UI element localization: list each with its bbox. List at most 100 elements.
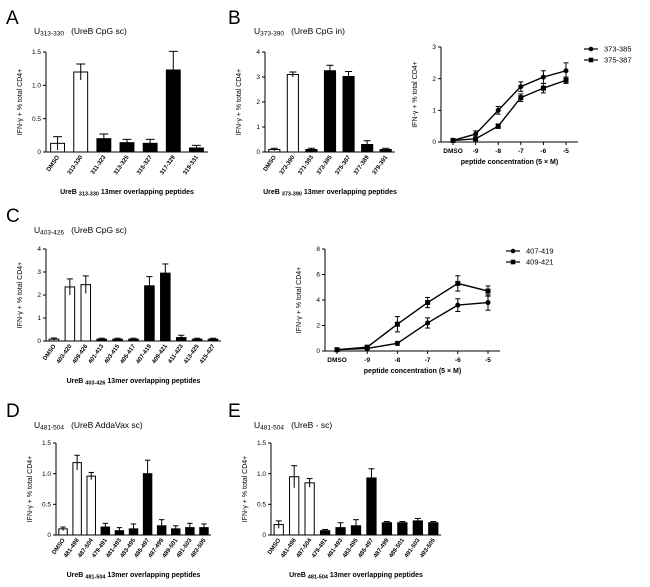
x-tick-label: -6	[455, 357, 461, 364]
x-axis-title: peptide concentration (5 × M)	[364, 368, 461, 375]
data-point	[495, 123, 501, 129]
y-tick-label: 1.5	[32, 49, 41, 56]
data-point	[540, 74, 546, 80]
bar	[72, 462, 82, 536]
legend-label: 409-421	[526, 258, 554, 267]
y-tick-label: 1.5	[257, 440, 266, 447]
x-axis-title-rest: 13mer overlapping peptides	[105, 572, 200, 579]
x-axis-title: UreB 481-504 13mer overlapping peptides	[67, 572, 201, 581]
data-point	[563, 77, 569, 83]
data-point	[450, 137, 456, 143]
x-tick-label: DMSO	[46, 154, 61, 172]
y-tick-label: 0	[316, 348, 320, 355]
y-tick-label: 2	[432, 76, 436, 83]
bar	[64, 286, 76, 342]
series-line	[452, 70, 567, 142]
data-point	[425, 300, 431, 306]
x-axis-title-sub: 403-426	[85, 381, 105, 387]
x-tick-label: 379-391	[372, 154, 390, 176]
y-tick-label: 0	[37, 338, 41, 345]
legend-label: 407-419	[526, 247, 554, 256]
y-tick-label: 2	[256, 99, 260, 106]
x-tick-label: 311-323	[90, 154, 108, 176]
y-axis-title: IFN-γ + % total CD4+	[242, 456, 249, 523]
bar	[304, 482, 315, 536]
y-tick-label: 4	[256, 49, 260, 56]
bar	[381, 522, 393, 536]
panel-title-e: U481-504 (UreB - sc)	[254, 420, 332, 432]
x-tick-label: -6	[541, 148, 547, 155]
data-point	[518, 84, 524, 90]
x-tick-label: -7	[518, 148, 524, 155]
data-point	[455, 302, 461, 308]
x-tick-label: 377-389	[353, 154, 371, 176]
legend-label: 373-385	[604, 45, 632, 54]
x-tick-label: 371-383	[298, 154, 316, 176]
panel-label-d: D	[6, 401, 20, 422]
x-tick-label: 315-327	[136, 154, 154, 176]
y-axis-title: IFN-γ + % total CD4+	[412, 61, 419, 128]
panel-title-a: U313-330 (UreB CpG sc)	[34, 26, 127, 38]
x-axis-title-main: UreB	[289, 572, 308, 579]
y-tick-label: 2	[316, 323, 320, 330]
y-tick-label: 8	[316, 246, 320, 253]
y-tick-label: 0.5	[42, 502, 51, 509]
bar	[86, 475, 96, 536]
x-axis-title-main: UreB	[67, 572, 86, 579]
x-axis-title-sub: 481-504	[308, 575, 329, 581]
bar	[397, 522, 408, 536]
legend-marker	[588, 57, 594, 63]
x-axis-title-sub: 313-330	[79, 192, 99, 198]
data-point	[495, 107, 501, 113]
panel-title-b: U373-390 (UreB CpG in)	[254, 26, 345, 38]
y-tick-label: 0	[432, 139, 436, 146]
bar	[323, 70, 337, 153]
x-axis-title-main: UreB	[67, 378, 86, 385]
x-axis-title-rest: 13mer overlapping peptides	[302, 189, 397, 196]
y-tick-label: 1	[37, 315, 41, 322]
bar	[342, 76, 355, 153]
series-line	[336, 282, 489, 351]
y-tick-label: 3	[432, 44, 436, 51]
x-tick-label: 317-329	[159, 154, 177, 176]
data-point	[563, 68, 569, 74]
x-tick-label: 493-505	[419, 537, 437, 559]
bar	[286, 74, 299, 153]
legend-marker	[510, 248, 516, 254]
x-tick-label: 313-330	[67, 154, 85, 176]
y-tick-label: 1	[432, 108, 436, 115]
data-point	[425, 320, 431, 326]
data-point	[394, 321, 400, 327]
x-tick-label: 375-387	[335, 154, 353, 176]
bar	[73, 71, 89, 153]
x-tick-label: -9	[364, 357, 370, 364]
x-axis-title-main: UreB	[263, 189, 282, 196]
data-point	[540, 85, 546, 91]
x-axis-title-sub: 373-390	[282, 192, 302, 198]
x-tick-label: 373-390	[279, 154, 297, 176]
data-point	[455, 280, 461, 286]
x-tick-label: -5	[563, 148, 569, 155]
bar	[428, 522, 439, 536]
x-tick-label: 493-505	[190, 537, 208, 559]
y-tick-label: 0.5	[32, 116, 41, 123]
x-axis-title-rest: 13mer overlapping peptides	[328, 572, 423, 579]
x-tick-label: 313-325	[113, 154, 131, 176]
x-tick-label: -7	[425, 357, 431, 364]
y-axis-title: IFN-γ + % total CD4+	[27, 456, 34, 523]
y-tick-label: 1	[256, 124, 260, 131]
y-axis-title: IFN-γ + % total CD4+	[17, 262, 24, 329]
panel-label-e: E	[228, 401, 241, 422]
x-tick-label: -8	[395, 357, 401, 364]
y-tick-label: 1.0	[32, 83, 41, 90]
y-tick-label: 4	[316, 297, 320, 304]
x-axis-title: UreB 481-504 13mer overlapping peptides	[289, 572, 423, 581]
x-tick-label: DMSO	[443, 148, 463, 155]
x-tick-label: -9	[473, 148, 479, 155]
y-tick-label: 1.0	[42, 471, 51, 478]
y-tick-label: 1.0	[257, 471, 266, 478]
